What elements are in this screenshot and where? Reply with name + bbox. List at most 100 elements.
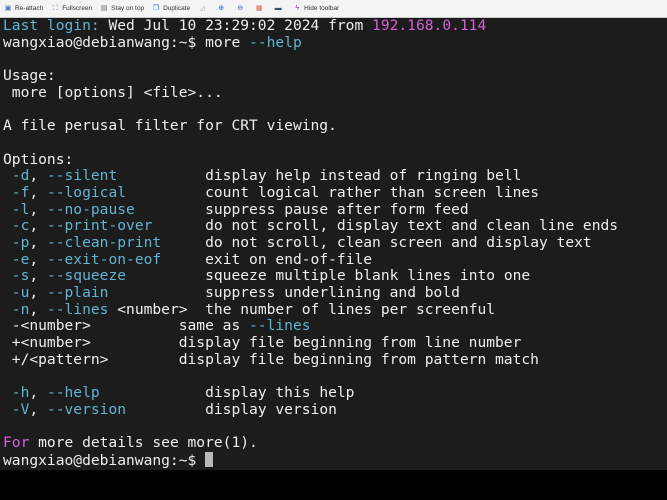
terminal-line: more [options] <file>... <box>3 83 667 102</box>
terminal-line <box>3 101 667 118</box>
terminal-text <box>3 167 12 184</box>
stay-on-top-button[interactable]: ▤ Stay on top <box>100 5 144 13</box>
terminal-text: --squeeze <box>46 267 127 285</box>
resize-button[interactable]: ◿ <box>198 5 209 13</box>
toolbar-label: Fullscreen <box>62 5 93 12</box>
terminal-text <box>3 284 12 301</box>
terminal-text: --help <box>46 384 100 402</box>
toolbar-label: Re-attach <box>15 5 44 12</box>
terminal-text <box>3 384 12 401</box>
fullscreen-button[interactable]: ⛶ Fullscreen <box>51 5 92 13</box>
terminal-text <box>3 251 12 268</box>
terminal-text: --print-over <box>46 217 153 235</box>
toolbar-label: Duplicate <box>163 5 191 12</box>
zoom-out-icon: ⊖ <box>237 4 244 12</box>
terminal-line: Last login: Wed Jul 10 23:29:02 2024 fro… <box>3 17 667 35</box>
terminal-text: Last login: <box>3 17 100 34</box>
settings-icon: ▦ <box>255 4 263 12</box>
terminal-text: , <box>29 183 47 201</box>
terminal-line: -<number> same as --lines <box>3 318 667 335</box>
terminal-text: count logical rather than screen lines <box>126 183 539 201</box>
terminal-line: +<number> display file beginning from li… <box>3 334 667 352</box>
terminal-text: display this help <box>99 384 355 402</box>
terminal-text: --plain <box>46 284 109 301</box>
terminal-line: -c, --print-over do not scroll, display … <box>3 217 667 235</box>
terminal-line <box>3 135 667 152</box>
terminal-text: +/<pattern> display file beginning from … <box>3 350 539 368</box>
terminal-text: , <box>29 167 47 185</box>
terminal-text: , <box>29 200 47 218</box>
terminal-text: --lines <box>46 300 109 318</box>
terminal-text: --logical <box>46 183 127 201</box>
re-attach-button[interactable]: ▣ Re-attach <box>4 5 44 13</box>
terminal-line <box>3 368 667 385</box>
terminal-text: +<number> display file beginning from li… <box>3 334 522 352</box>
fullscreen-icon: ⛶ <box>52 4 58 12</box>
terminal-text: , <box>29 300 47 318</box>
toolbar-label: Stay on top <box>111 5 145 12</box>
terminal-line: -p, --clean-print do not scroll, clean s… <box>3 233 667 252</box>
terminal-text: exit on end-of-file <box>161 250 373 268</box>
terminal-text: -<number> same as <box>3 317 250 335</box>
print-button[interactable]: ▬ <box>274 5 285 13</box>
terminal-text: -h <box>11 384 30 402</box>
terminal-text: -V <box>11 400 30 418</box>
terminal-text: --lines <box>249 317 311 335</box>
terminal-text: Wed Jul 10 23:29:02 2024 from <box>99 17 373 34</box>
terminal-text: <number> the number of lines per screenf… <box>108 300 496 318</box>
print-icon: ▬ <box>274 4 282 12</box>
toolbar: ▣ Re-attach ⛶ Fullscreen ▤ Stay on top ❐ Duplic… <box>0 0 667 18</box>
terminal-text: --no-pause <box>46 200 135 218</box>
terminal-text: wangxiao@debianwang:~$ more <box>3 33 250 51</box>
terminal-line <box>3 51 667 68</box>
terminal-text: -s <box>11 267 30 285</box>
terminal-text: , <box>29 217 47 235</box>
terminal-text <box>3 201 12 218</box>
terminal-line: Usage: <box>3 67 667 85</box>
terminal-text <box>3 184 12 201</box>
hide-toolbar-button[interactable]: ϟ Hide toolbar <box>293 5 339 13</box>
zoom-in-icon: ⊕ <box>218 4 225 12</box>
terminal-text: -l <box>11 200 30 218</box>
terminal-text <box>3 217 12 234</box>
terminal-line: For more details see more(1). <box>3 434 667 452</box>
terminal-text: , <box>29 284 47 301</box>
toolbar-label: Hide toolbar <box>304 5 340 12</box>
duplicate-icon: ❐ <box>152 4 160 12</box>
terminal-text: -f <box>11 183 30 201</box>
terminal-text: 192.168.0.114 <box>372 17 487 34</box>
terminal-text: --exit-on-eof <box>46 250 162 268</box>
terminal-text: Options: <box>3 150 74 168</box>
cursor <box>205 451 214 467</box>
terminal-text: -d <box>11 167 30 185</box>
terminal-text: For <box>3 434 30 452</box>
terminal-line: -s, --squeeze squeeze multiple blank lin… <box>3 267 667 285</box>
terminal-text <box>3 234 12 251</box>
zoom-in-button[interactable]: ⊕ <box>217 5 228 13</box>
terminal-line: -f, --logical count logical rather than … <box>3 183 667 202</box>
terminal-line: Options: <box>3 150 667 169</box>
terminal-text: more details see more(1). <box>29 434 258 452</box>
terminal-text: , <box>29 400 47 418</box>
terminal-text <box>3 401 12 418</box>
terminal-line <box>3 419 667 436</box>
terminal-text: display version <box>126 400 337 418</box>
terminal[interactable]: Last login: Wed Jul 10 23:29:02 2024 fro… <box>0 17 667 470</box>
terminal-line: wangxiao@debianwang:~$ more --help <box>3 33 667 52</box>
terminal-text: wangxiao@debianwang:~$ <box>3 451 206 469</box>
terminal-line: -l, --no-pause suppress pause after form… <box>3 200 667 219</box>
terminal-text: suppress pause after form feed <box>134 200 469 218</box>
zoom-out-button[interactable]: ⊖ <box>236 5 247 13</box>
duplicate-button[interactable]: ❐ Duplicate <box>152 5 190 13</box>
terminal-line: -e, --exit-on-eof exit on end-of-file <box>3 250 667 269</box>
terminal-text: more [options] <file>... <box>3 83 223 101</box>
terminal-text: , <box>29 233 47 251</box>
settings-button[interactable]: ▦ <box>255 5 266 13</box>
resize-icon: ◿ <box>199 4 205 12</box>
terminal-line: -d, --silent display help instead of rin… <box>3 167 667 185</box>
stay-on-top-icon: ▤ <box>100 4 108 12</box>
terminal-line: wangxiao@debianwang:~$ <box>3 451 667 469</box>
terminal-line: -V, --version display version <box>3 400 667 419</box>
terminal-text: , <box>29 267 47 285</box>
terminal-line: A file perusal filter for CRT viewing. <box>3 117 667 135</box>
